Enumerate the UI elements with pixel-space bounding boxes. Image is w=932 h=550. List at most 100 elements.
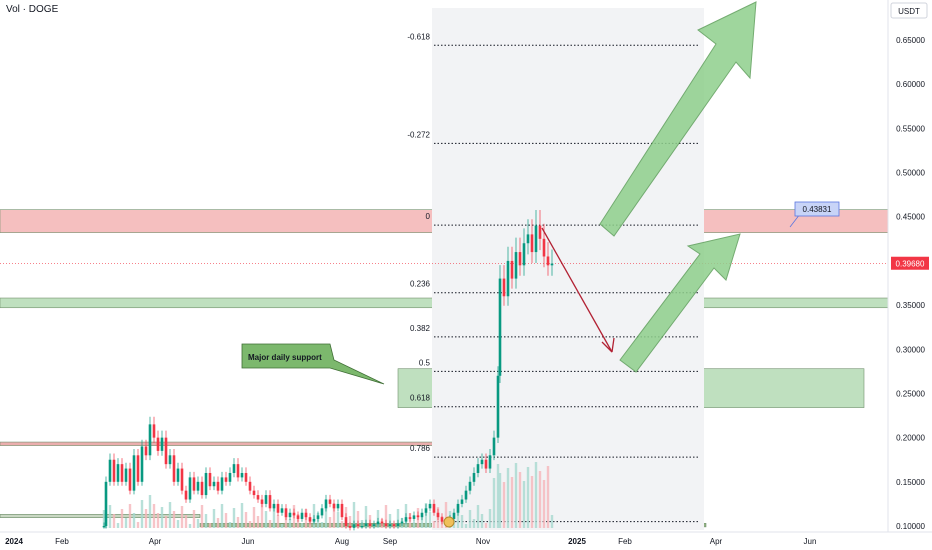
volume-bar [184, 515, 188, 528]
x-tick-label: 2025 [568, 537, 586, 546]
candle [228, 472, 232, 482]
volume-bar [550, 515, 554, 528]
candle [292, 512, 296, 516]
candle [480, 459, 484, 465]
volume-bar [468, 510, 472, 528]
volume-bar [464, 524, 468, 528]
candle [336, 503, 340, 509]
volume-bar [324, 508, 328, 528]
candle [312, 518, 316, 522]
candle [360, 526, 364, 528]
x-tick-label: Apr [710, 537, 723, 546]
volume-bar [264, 511, 268, 528]
candle [332, 503, 336, 509]
volume-bar [510, 477, 514, 528]
candle [120, 464, 124, 482]
volume-bar [272, 506, 276, 528]
candle [440, 517, 444, 522]
y-tick-label: 0.35000 [896, 301, 925, 310]
y-tick-label: 0.45000 [896, 213, 925, 222]
volume-bar [412, 522, 416, 528]
y-tick-label: 0.20000 [896, 434, 925, 443]
candle [102, 526, 106, 528]
fib-label-0: 0 [426, 212, 431, 221]
candle [468, 481, 472, 491]
candle [252, 490, 256, 496]
current-price-badge [891, 256, 929, 270]
candle [376, 521, 380, 525]
candle [340, 503, 344, 518]
volume-bar [280, 524, 284, 528]
volume-bar [502, 482, 506, 528]
fib-label-0.5: 0.5 [419, 358, 431, 367]
volume-bar [144, 509, 148, 528]
candle [216, 481, 220, 491]
x-tick-label: Sep [383, 537, 398, 546]
candle [232, 464, 236, 473]
candle [380, 521, 384, 524]
volume-bar [192, 510, 196, 528]
candle [510, 260, 514, 279]
candle [164, 437, 168, 465]
volume-bar [546, 466, 550, 528]
target-box [794, 201, 840, 217]
fib-label-0.618: 0.618 [410, 394, 431, 403]
volume-bar [132, 513, 136, 528]
candle [144, 446, 148, 456]
candle [420, 512, 424, 518]
volume-bar [188, 524, 192, 528]
volume-bar [288, 519, 292, 528]
volume-bar [432, 521, 436, 528]
candle [518, 252, 522, 266]
candle [200, 481, 204, 496]
candle [248, 481, 252, 491]
volume-bar [176, 520, 180, 528]
candle [396, 523, 400, 526]
candle [112, 459, 116, 482]
candle [476, 464, 480, 473]
volume-bar [530, 476, 534, 528]
candle [522, 243, 526, 266]
volume-bar [384, 505, 388, 528]
volume-bar [476, 505, 480, 528]
y-tick-label: 0.65000 [896, 36, 925, 45]
candle [484, 459, 488, 469]
volume-bar [108, 505, 112, 528]
volume-bar [506, 468, 510, 528]
volume-bar [492, 478, 496, 528]
volume-bar [526, 467, 530, 528]
volume-bar [152, 504, 156, 528]
annotation-callout [241, 343, 385, 385]
candle [140, 446, 144, 482]
volume-bar [538, 471, 542, 528]
candle [392, 524, 396, 526]
volume-bar [248, 521, 252, 528]
bear-arrow-head [601, 337, 615, 353]
volume-bar [534, 462, 538, 528]
candle [304, 512, 308, 518]
volume-bar [276, 515, 280, 528]
candle [268, 495, 272, 509]
candle [460, 499, 464, 504]
volume-bar [460, 515, 464, 528]
volume-bar [348, 516, 352, 528]
x-tick-label: Feb [618, 537, 632, 546]
candle [542, 238, 546, 257]
candle [488, 455, 492, 469]
volume-bar [236, 517, 240, 528]
volume-bar [356, 511, 360, 528]
candle [496, 375, 500, 438]
volume-bar [328, 517, 332, 528]
candle [184, 490, 188, 500]
currency-badge [890, 2, 928, 19]
candle [324, 499, 328, 509]
volume-bar [196, 519, 200, 528]
volume-bar [112, 514, 116, 528]
candle [428, 503, 432, 509]
candle [240, 472, 244, 478]
volume-bar [156, 513, 160, 528]
candle [288, 512, 292, 518]
volume-bar [484, 523, 488, 528]
candle [236, 464, 240, 478]
